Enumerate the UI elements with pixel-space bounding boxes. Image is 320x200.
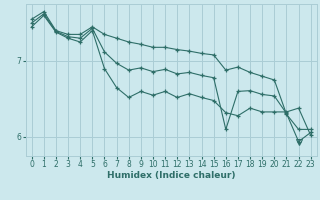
- X-axis label: Humidex (Indice chaleur): Humidex (Indice chaleur): [107, 171, 236, 180]
